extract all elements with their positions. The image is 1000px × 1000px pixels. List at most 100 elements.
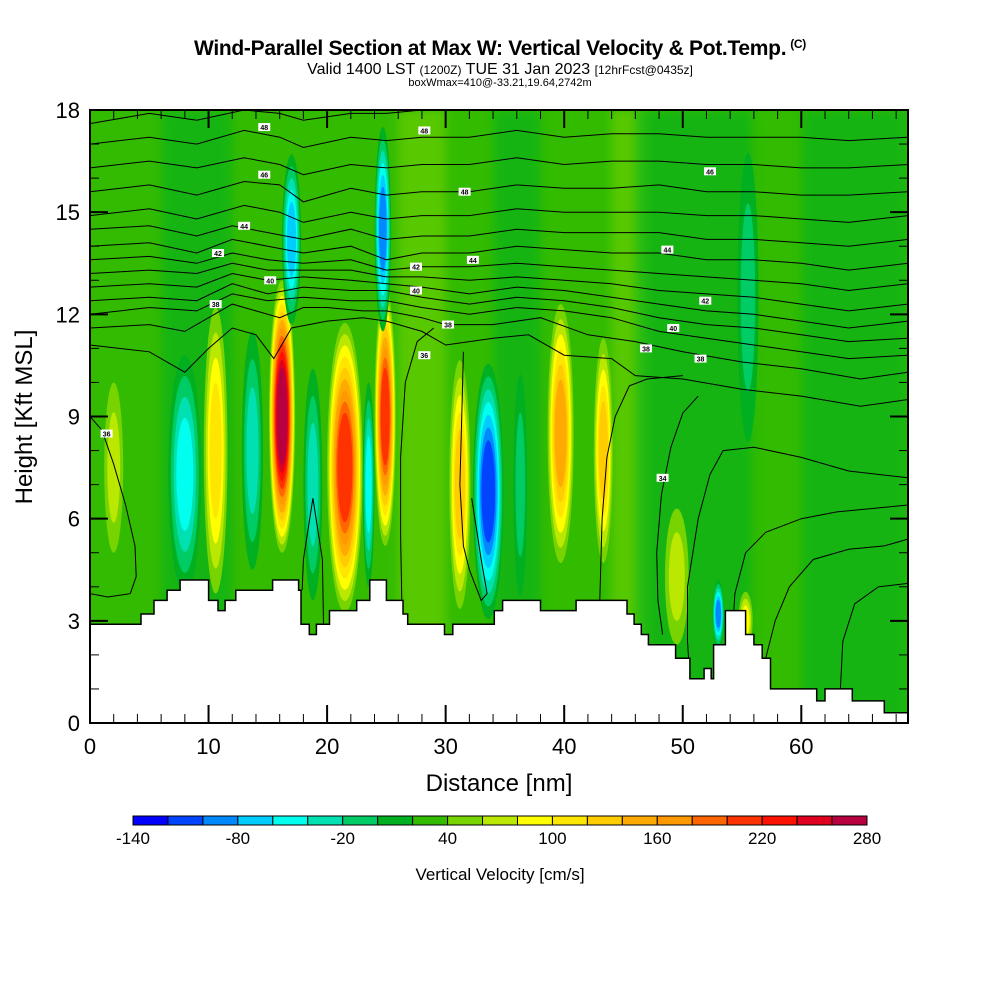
velocity-core (362, 382, 375, 587)
colorbar-segment (586, 815, 623, 826)
colorbar-segment (761, 815, 798, 826)
colorbar-tick-label: 100 (538, 829, 566, 848)
velocity-core (593, 338, 613, 563)
theta-contour-line (90, 252, 908, 292)
contour-label: 38 (442, 320, 455, 330)
contour-label-bg (209, 300, 222, 309)
theta-contour-line (90, 225, 908, 247)
colorbar-segment (621, 815, 658, 826)
forecast-info: [12hrFcst@0435z] (594, 63, 693, 77)
theta-contour-line (90, 416, 137, 598)
colorbar-segment (307, 815, 344, 826)
contour-label-bg (442, 320, 455, 329)
theta-contour-line (765, 538, 908, 659)
contour-label-bg (238, 221, 251, 230)
colorbar-segment (202, 815, 239, 826)
colorbar-segment (377, 815, 414, 826)
x-tick-labels: 0 10 20 30 40 50 60 (84, 734, 814, 759)
theta-contour-line (90, 272, 908, 329)
colorbar-tick-label: -140 (116, 829, 150, 848)
contour-label-text: 36 (420, 353, 428, 360)
x-tick-label: 10 (196, 734, 220, 759)
theta-contour-line (90, 262, 908, 312)
velocity-core (664, 508, 689, 645)
y-tick-label: 0 (68, 711, 80, 736)
velocity-core (269, 280, 296, 553)
velocity-contour-fill (209, 382, 222, 519)
contour-label-bg (458, 187, 471, 196)
velocity-contour-fill (481, 440, 496, 543)
velocity-contour-fill (668, 532, 685, 621)
theta-contour-line (599, 375, 683, 601)
velocity-core (168, 355, 202, 594)
theta-contour-line (90, 283, 908, 343)
velocity-core (327, 322, 363, 613)
theta-contour-line (90, 293, 908, 360)
y-tick-label: 9 (68, 405, 80, 430)
velocity-core (472, 363, 504, 620)
contour-label: 42 (410, 262, 423, 272)
contour-label: 48 (458, 187, 471, 197)
contour-label-bg (694, 354, 707, 363)
velocity-core (303, 368, 323, 601)
contour-label: 38 (209, 300, 222, 309)
colorbar-segment (656, 815, 693, 826)
boxwmax-info: boxWmax=410@-33.21,19.64,2742m (408, 77, 592, 89)
contour-label-text: 48 (260, 125, 268, 132)
colorbar-segment (132, 815, 169, 826)
velocity-core (104, 382, 124, 553)
contour-label-text: 36 (103, 432, 111, 439)
velocity-contour-fill (715, 599, 722, 629)
theta-contour-line (90, 317, 908, 407)
colorbar-segment (516, 815, 553, 826)
contour-label: 38 (694, 354, 707, 364)
contour-label: 36 (100, 429, 113, 439)
contour-label-text: 44 (469, 258, 477, 265)
axis-ticks (89, 109, 908, 724)
velocity-core (513, 373, 528, 596)
contour-label-text: 42 (701, 299, 709, 306)
colorbar-tick-label: 280 (853, 829, 881, 848)
contour-label-text: 42 (214, 251, 222, 258)
x-tick-label: 30 (433, 734, 457, 759)
theta-contour-line (656, 395, 699, 635)
contour-label-text: 38 (642, 346, 650, 353)
velocity-contour-fill (176, 417, 194, 532)
theta-contour-line (90, 157, 908, 176)
contour-label-bg (656, 473, 669, 482)
contour-label: 48 (418, 126, 431, 135)
contour-label-bg (258, 170, 271, 179)
velocity-contour-fill (246, 386, 259, 515)
contour-label-text: 38 (697, 357, 705, 364)
contour-label-text: 48 (461, 190, 469, 197)
theta-contour-line (301, 498, 324, 625)
x-tick-label: 20 (315, 734, 339, 759)
velocity-core (712, 579, 725, 649)
terrain-profile (90, 579, 908, 723)
colorbar-segment (551, 815, 588, 826)
theta-contour-line (732, 504, 908, 632)
velocity-contour-fill (598, 401, 608, 501)
colorbar-segment (831, 815, 868, 826)
colorbar-tick-label: -20 (330, 829, 355, 848)
velocity-core (374, 287, 396, 546)
velocity-contour-fill (276, 367, 288, 466)
y-tick-label: 12 (56, 302, 80, 327)
contour-label: 44 (661, 245, 674, 255)
contour-label: 46 (258, 170, 271, 180)
copyright-mark: (C) (790, 37, 806, 51)
theta-contour-line (687, 446, 908, 679)
velocity-core (203, 307, 228, 594)
velocity-core (547, 304, 574, 563)
theta-contour-line (400, 327, 435, 601)
contour-label-text: 48 (420, 128, 428, 135)
contour-label-text: 44 (240, 224, 248, 231)
valid-date: TUE 31 Jan 2023 (465, 61, 591, 78)
colorbar-segment (482, 815, 518, 826)
valid-time: Valid 1400 LST (307, 61, 416, 78)
contour-label-bg (264, 276, 277, 285)
colorbar-segment (447, 815, 484, 826)
velocity-contour-fill (380, 367, 390, 466)
contour-label-bg (704, 167, 717, 176)
colorbar-tick-label: 160 (643, 829, 671, 848)
